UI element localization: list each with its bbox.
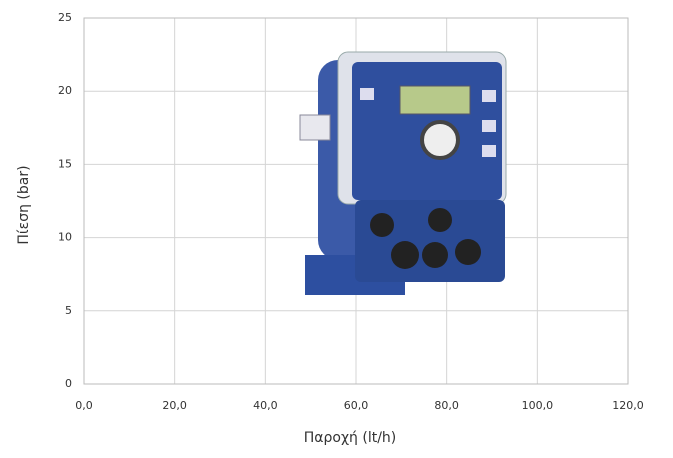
y-axis-title: Πίεση (bar) [16, 165, 32, 244]
y-tick-label: 0 [65, 377, 72, 390]
pump-image [299, 51, 507, 295]
y-tick-label: 10 [58, 231, 72, 244]
x-tick-label: 100,0 [522, 399, 554, 412]
x-tick-label: 120,0 [612, 399, 644, 412]
x-tick-label: 0,0 [75, 399, 93, 412]
x-tick-label: 20,0 [162, 399, 187, 412]
x-tick-label: 40,0 [253, 399, 278, 412]
y-tick-label: 25 [58, 11, 72, 24]
y-tick-label: 15 [58, 157, 72, 170]
x-axis-title: Παροχή (lt/h) [304, 430, 397, 446]
y-tick-label: 20 [58, 84, 72, 97]
y-tick-label: 5 [65, 304, 72, 317]
x-tick-label: 60,0 [344, 399, 369, 412]
plot-frame [83, 17, 629, 385]
x-tick-label: 80,0 [434, 399, 459, 412]
